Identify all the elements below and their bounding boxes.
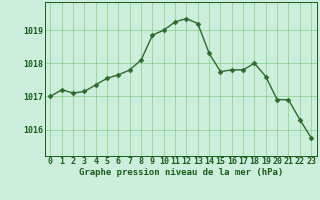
X-axis label: Graphe pression niveau de la mer (hPa): Graphe pression niveau de la mer (hPa) — [79, 168, 283, 177]
